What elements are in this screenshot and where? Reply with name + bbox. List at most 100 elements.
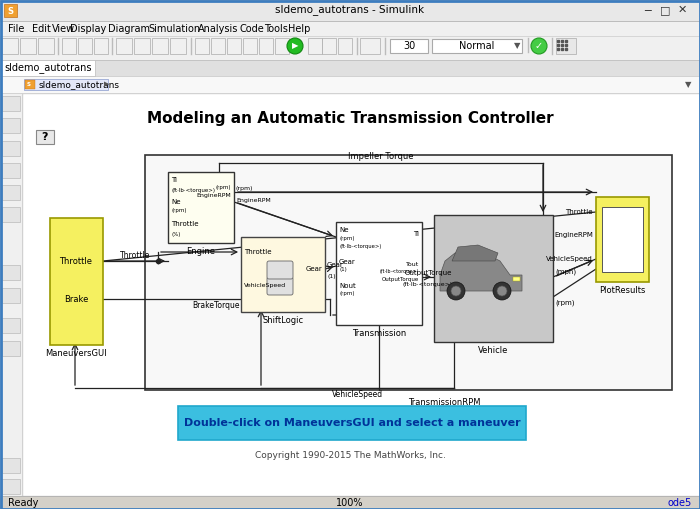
FancyBboxPatch shape [24, 79, 108, 90]
Text: Edit: Edit [32, 24, 51, 34]
Text: Brake: Brake [64, 295, 88, 303]
Text: VehicleSpeed: VehicleSpeed [244, 282, 286, 288]
Text: Ne: Ne [171, 199, 181, 205]
Text: Ti: Ti [171, 177, 177, 183]
FancyBboxPatch shape [513, 277, 520, 281]
Text: Tools: Tools [264, 24, 288, 34]
FancyBboxPatch shape [0, 496, 700, 509]
Text: Modeling an Automatic Transmission Controller: Modeling an Automatic Transmission Contr… [147, 110, 553, 126]
Text: Gear: Gear [339, 259, 356, 265]
FancyBboxPatch shape [0, 0, 700, 21]
Text: (ft·lb·<torque>): (ft·lb·<torque>) [171, 187, 215, 192]
FancyBboxPatch shape [434, 215, 553, 342]
Text: ✕: ✕ [678, 5, 687, 15]
Text: (rpm): (rpm) [236, 186, 253, 191]
Polygon shape [452, 245, 498, 261]
FancyBboxPatch shape [25, 80, 35, 89]
Text: BrakeTorque: BrakeTorque [193, 301, 239, 310]
FancyBboxPatch shape [178, 406, 526, 440]
FancyBboxPatch shape [596, 197, 649, 282]
FancyBboxPatch shape [2, 207, 20, 222]
Text: S: S [27, 82, 31, 87]
Text: Analysis: Analysis [198, 24, 239, 34]
Text: Help: Help [288, 24, 310, 34]
Text: Ti: Ti [413, 231, 419, 237]
Text: (rpm): (rpm) [339, 236, 354, 240]
Text: Throttle: Throttle [171, 221, 199, 227]
Text: Simulation: Simulation [148, 24, 200, 34]
FancyBboxPatch shape [338, 38, 352, 54]
FancyBboxPatch shape [170, 38, 186, 54]
Text: ?: ? [42, 132, 48, 142]
Text: ─: ─ [645, 5, 652, 15]
FancyBboxPatch shape [0, 36, 700, 60]
Text: Code: Code [240, 24, 265, 34]
Text: Vehicle: Vehicle [478, 346, 508, 355]
Text: □: □ [659, 5, 671, 15]
Text: Diagram: Diagram [108, 24, 150, 34]
FancyBboxPatch shape [36, 130, 54, 144]
FancyBboxPatch shape [336, 222, 422, 325]
FancyBboxPatch shape [0, 21, 700, 36]
Circle shape [497, 286, 507, 296]
Circle shape [531, 38, 547, 54]
FancyBboxPatch shape [275, 38, 289, 54]
FancyBboxPatch shape [38, 38, 54, 54]
Text: Transmission: Transmission [352, 329, 406, 338]
Text: ✓: ✓ [535, 41, 543, 51]
Text: 100%: 100% [336, 497, 364, 507]
Text: ▶: ▶ [292, 42, 298, 50]
FancyBboxPatch shape [243, 38, 257, 54]
Text: (rpm): (rpm) [171, 208, 186, 212]
Text: Throttle: Throttle [60, 257, 92, 266]
Text: OutputTorque: OutputTorque [382, 277, 419, 282]
FancyBboxPatch shape [308, 38, 322, 54]
Text: sldemo_autotrans: sldemo_autotrans [4, 63, 92, 73]
FancyBboxPatch shape [145, 155, 672, 390]
Text: sldemo_autotrans: sldemo_autotrans [39, 80, 120, 89]
FancyBboxPatch shape [267, 261, 293, 279]
Text: Throttle: Throttle [566, 209, 593, 215]
FancyBboxPatch shape [134, 38, 150, 54]
FancyBboxPatch shape [390, 39, 428, 53]
FancyBboxPatch shape [4, 4, 17, 17]
FancyBboxPatch shape [2, 185, 20, 200]
Text: (1): (1) [327, 274, 335, 279]
Text: EngineRPM: EngineRPM [554, 232, 593, 238]
FancyBboxPatch shape [259, 38, 273, 54]
Text: sldemo_autotrans - Simulink: sldemo_autotrans - Simulink [275, 5, 425, 15]
FancyBboxPatch shape [602, 207, 643, 272]
FancyBboxPatch shape [0, 60, 700, 76]
FancyBboxPatch shape [2, 479, 20, 494]
Text: S: S [7, 7, 13, 15]
Text: (ft·lb·<torque>): (ft·lb·<torque>) [379, 269, 419, 274]
Text: (rpm): (rpm) [339, 292, 354, 297]
FancyBboxPatch shape [0, 93, 22, 496]
FancyBboxPatch shape [211, 38, 225, 54]
Circle shape [447, 282, 465, 300]
Text: OutputTorque: OutputTorque [405, 270, 452, 276]
Text: PlotResults: PlotResults [598, 286, 645, 295]
FancyBboxPatch shape [168, 172, 234, 243]
Text: Impeller Torque: Impeller Torque [349, 152, 414, 161]
FancyBboxPatch shape [94, 38, 108, 54]
Text: VehicleSpeed: VehicleSpeed [546, 256, 593, 262]
Text: EngineRPM: EngineRPM [196, 192, 231, 197]
FancyBboxPatch shape [267, 277, 293, 295]
Text: ShiftLogic: ShiftLogic [262, 316, 304, 325]
FancyBboxPatch shape [322, 38, 336, 54]
FancyBboxPatch shape [241, 237, 325, 312]
Text: Double-click on ManeuversGUI and select a maneuver: Double-click on ManeuversGUI and select … [183, 418, 520, 428]
FancyBboxPatch shape [0, 76, 700, 93]
Text: (1): (1) [339, 268, 346, 272]
Polygon shape [440, 253, 522, 291]
Text: Gear: Gear [305, 266, 322, 272]
FancyBboxPatch shape [0, 60, 95, 76]
FancyBboxPatch shape [116, 38, 132, 54]
FancyBboxPatch shape [62, 38, 76, 54]
FancyBboxPatch shape [2, 163, 20, 178]
Text: ManeuversGUI: ManeuversGUI [46, 349, 107, 358]
FancyBboxPatch shape [20, 38, 36, 54]
FancyBboxPatch shape [195, 38, 209, 54]
Text: Engine: Engine [186, 247, 216, 256]
